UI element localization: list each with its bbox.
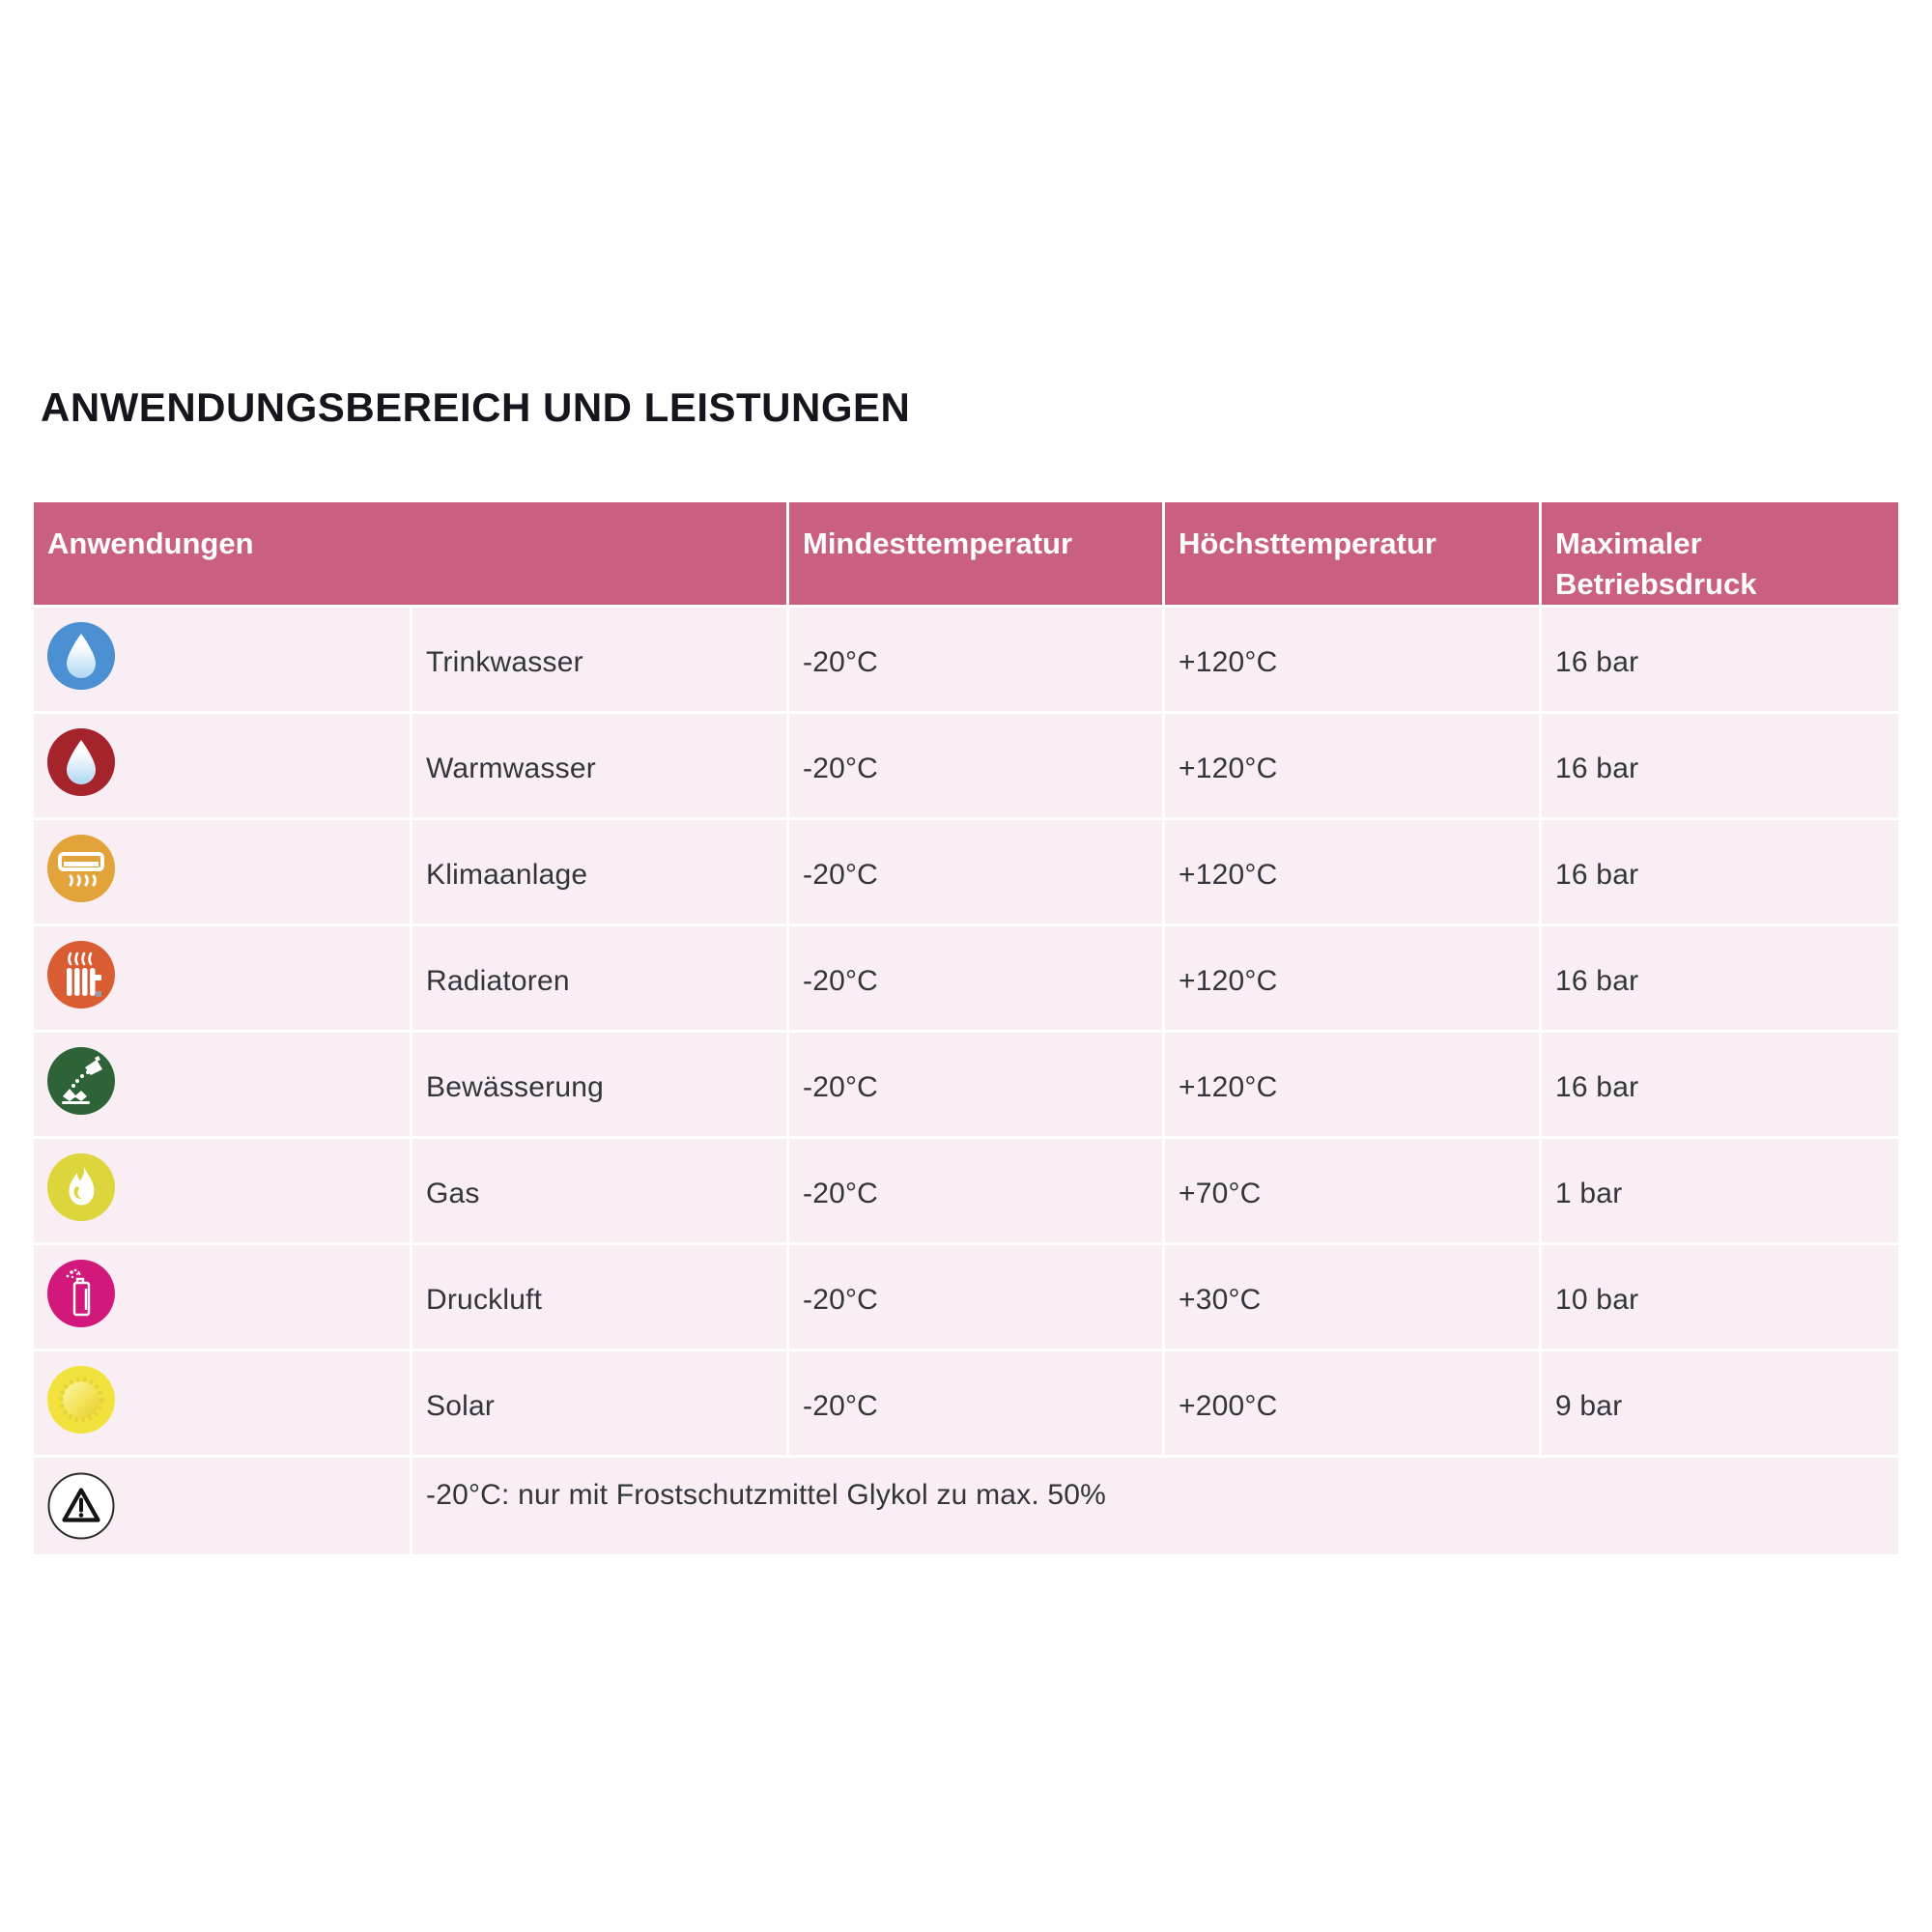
table-header-row: Anwendungen Mindesttemperatur Höchsttemp… <box>34 502 1898 605</box>
sun-icon <box>46 1365 116 1435</box>
table-row: Warmwasser -20°C +120°C 16 bar <box>34 713 1898 817</box>
max-temperature-value: +120°C <box>1165 1032 1539 1136</box>
max-temperature-value: +120°C <box>1165 607 1539 711</box>
application-icon-cell <box>34 607 410 711</box>
application-label: Solar <box>412 1350 786 1455</box>
header-maximaler-betriebsdruck: Maximaler Betriebsdruck <box>1542 502 1898 605</box>
application-label: Warmwasser <box>412 713 786 817</box>
spray-can-icon <box>46 1259 116 1328</box>
air-conditioner-icon <box>46 834 116 903</box>
table-row: Gas -20°C +70°C 1 bar <box>34 1138 1898 1242</box>
water-drop-icon <box>46 621 116 691</box>
application-icon-cell <box>34 1032 410 1136</box>
footnote-icon-cell <box>34 1457 410 1554</box>
table-row: Bewässerung -20°C +120°C 16 bar <box>34 1032 1898 1136</box>
max-pressure-value: 16 bar <box>1542 819 1898 923</box>
max-pressure-value: 16 bar <box>1542 713 1898 817</box>
max-pressure-value: 16 bar <box>1542 925 1898 1030</box>
application-icon-cell <box>34 1244 410 1349</box>
max-temperature-value: +70°C <box>1165 1138 1539 1242</box>
page-title: ANWENDUNGSBEREICH UND LEISTUNGEN <box>41 384 911 430</box>
min-temperature-value: -20°C <box>789 607 1162 711</box>
application-label: Trinkwasser <box>412 607 786 711</box>
min-temperature-value: -20°C <box>789 1032 1162 1136</box>
min-temperature-value: -20°C <box>789 819 1162 923</box>
table-row: Solar -20°C +200°C 9 bar <box>34 1350 1898 1455</box>
application-label: Druckluft <box>412 1244 786 1349</box>
application-icon-cell <box>34 1138 410 1242</box>
min-temperature-value: -20°C <box>789 1138 1162 1242</box>
min-temperature-value: -20°C <box>789 1244 1162 1349</box>
warning-icon <box>46 1471 116 1541</box>
max-pressure-value: 1 bar <box>1542 1138 1898 1242</box>
application-label: Radiatoren <box>412 925 786 1030</box>
max-temperature-value: +30°C <box>1165 1244 1539 1349</box>
flame-icon <box>46 1152 116 1222</box>
table-row: Radiatoren -20°C +120°C 16 bar <box>34 925 1898 1030</box>
application-icon-cell <box>34 819 410 923</box>
application-label: Bewässerung <box>412 1032 786 1136</box>
max-pressure-value: 16 bar <box>1542 1032 1898 1136</box>
water-drop-icon <box>46 727 116 797</box>
application-label: Gas <box>412 1138 786 1242</box>
max-pressure-value: 16 bar <box>1542 607 1898 711</box>
radiator-icon <box>46 940 116 1009</box>
table-body: Trinkwasser -20°C +120°C 16 bar Warmwass… <box>34 607 1898 1455</box>
max-temperature-value: +120°C <box>1165 819 1539 923</box>
footnote-text: -20°C: nur mit Frostschutzmittel Glykol … <box>412 1457 1898 1554</box>
application-icon-cell <box>34 1350 410 1455</box>
table-row: Trinkwasser -20°C +120°C 16 bar <box>34 607 1898 711</box>
table-footnote-row: -20°C: nur mit Frostschutzmittel Glykol … <box>34 1457 1898 1554</box>
min-temperature-value: -20°C <box>789 713 1162 817</box>
header-hoechsttemperatur: Höchsttemperatur <box>1165 502 1539 605</box>
min-temperature-value: -20°C <box>789 1350 1162 1455</box>
table-row: Druckluft -20°C +30°C 10 bar <box>34 1244 1898 1349</box>
application-icon-cell <box>34 925 410 1030</box>
applications-table: Anwendungen Mindesttemperatur Höchsttemp… <box>34 502 1898 1554</box>
max-temperature-value: +120°C <box>1165 925 1539 1030</box>
max-temperature-value: +120°C <box>1165 713 1539 817</box>
min-temperature-value: -20°C <box>789 925 1162 1030</box>
max-pressure-value: 9 bar <box>1542 1350 1898 1455</box>
max-pressure-value: 10 bar <box>1542 1244 1898 1349</box>
application-label: Klimaanlage <box>412 819 786 923</box>
application-icon-cell <box>34 713 410 817</box>
max-temperature-value: +200°C <box>1165 1350 1539 1455</box>
header-anwendungen: Anwendungen <box>34 502 786 605</box>
watering-can-icon <box>46 1046 116 1116</box>
header-mindesttemperatur: Mindesttemperatur <box>789 502 1162 605</box>
table-row: Klimaanlage -20°C +120°C 16 bar <box>34 819 1898 923</box>
